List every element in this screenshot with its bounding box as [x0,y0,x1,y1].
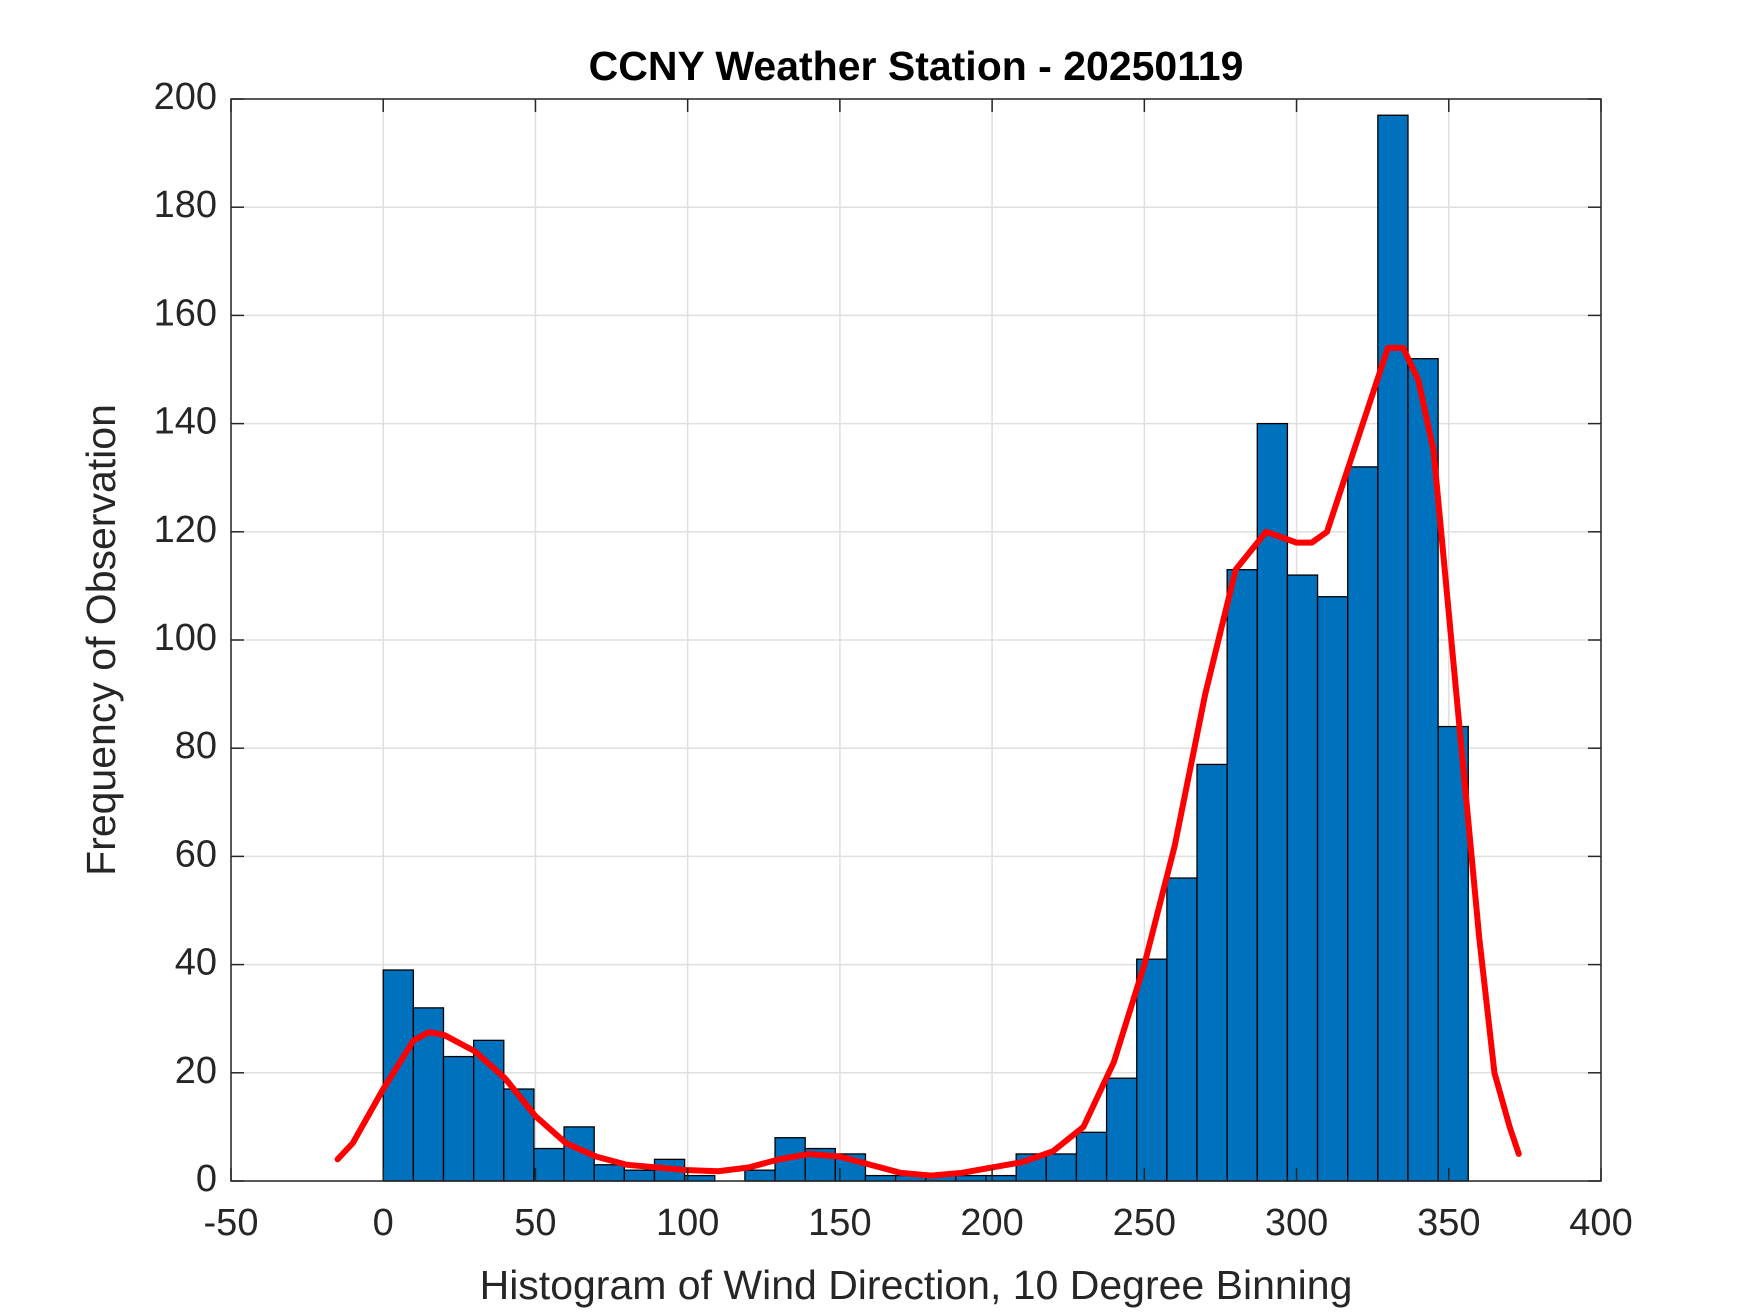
bar [985,1174,1017,1182]
y-tick-label: 180 [154,184,217,226]
y-tick-label: 160 [154,292,217,334]
bar [1105,1077,1138,1182]
x-tick-label: 200 [960,1202,1023,1244]
bar [593,1164,625,1182]
x-tick-label: 50 [514,1202,556,1244]
density-line [334,344,1522,1179]
x-tick-label: 250 [1113,1202,1176,1244]
bar [1316,596,1349,1182]
bar [382,969,415,1182]
bar [623,1169,656,1182]
bar [744,1169,776,1182]
bar [1075,1131,1108,1182]
x-tick-label: 150 [808,1202,871,1244]
x-tick-label: 350 [1417,1202,1480,1244]
bar [533,1147,565,1182]
bar [442,1055,475,1182]
bar [1286,574,1319,1182]
y-tick-label: 200 [154,76,217,118]
y-tick-label: 120 [154,509,217,551]
x-tick-label: 100 [656,1202,719,1244]
y-tick-label: 0 [196,1158,217,1200]
x-tick-label: 400 [1569,1202,1632,1244]
y-tick-label: 80 [175,725,217,767]
bar [1256,422,1289,1182]
y-tick-label: 40 [175,942,217,984]
bar [1045,1153,1078,1182]
y-tick-label: 100 [154,617,217,659]
y-tick-label: 140 [154,401,217,443]
bar [683,1174,716,1182]
y-tick-label: 60 [175,833,217,875]
bar [1166,877,1198,1182]
bar [955,1174,987,1182]
bar [1407,358,1439,1182]
y-tick-label: 20 [175,1050,217,1092]
x-tick-label: 0 [373,1202,394,1244]
x-axis-label: Histogram of Wind Direction, 10 Degree B… [480,1262,1353,1308]
bar [1377,114,1409,1182]
bar [1136,958,1168,1182]
bar [1347,466,1379,1182]
bar [1226,569,1258,1182]
chart-title: CCNY Weather Station - 20250119 [589,43,1244,89]
y-axis-label: Frequency of Observation [78,404,124,876]
bar [864,1174,897,1182]
bar [503,1088,535,1182]
bar [1437,725,1469,1182]
bar [1196,763,1228,1182]
x-tick-label: -50 [204,1202,259,1244]
x-tick-label: 300 [1265,1202,1328,1244]
